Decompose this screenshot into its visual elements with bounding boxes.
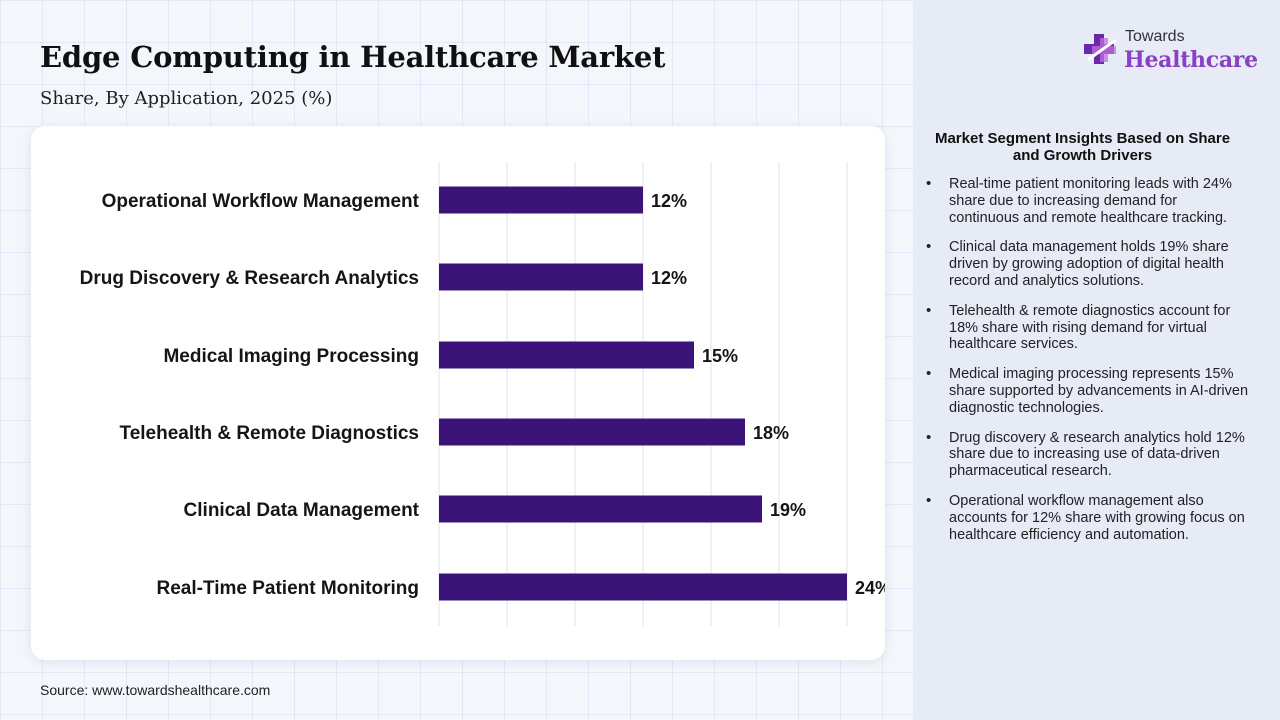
bar xyxy=(439,263,643,291)
value-label: 12% xyxy=(651,191,687,211)
insights-panel xyxy=(913,0,1280,720)
insight-item: Operational workflow management also acc… xyxy=(925,493,1250,543)
value-label: 12% xyxy=(651,268,687,288)
source-note: Source: www.towardshealthcare.com xyxy=(40,682,271,698)
medical-cross-icon xyxy=(1084,34,1117,64)
category-label: Operational Workflow Management xyxy=(102,191,420,212)
value-label: 24% xyxy=(855,578,885,598)
category-label: Real-Time Patient Monitoring xyxy=(156,578,419,599)
insight-item: Clinical data management holds 19% share… xyxy=(925,239,1250,289)
logo-text-main: Healthcare xyxy=(1124,47,1258,73)
bar xyxy=(439,495,762,523)
chart-card: Operational Workflow Management 12% Drug D… xyxy=(31,126,885,660)
bar xyxy=(439,186,643,214)
page-title: Edge Computing in Healthcare Market xyxy=(40,40,666,74)
bar xyxy=(439,573,847,601)
insight-item: Real-time patient monitoring leads with … xyxy=(925,176,1250,226)
insight-item: Telehealth & remote diagnostics account … xyxy=(925,303,1250,353)
category-label: Telehealth & Remote Diagnostics xyxy=(120,423,420,444)
bar xyxy=(439,341,694,369)
logo-text-top: Towards xyxy=(1125,28,1185,45)
insights-title: Market Segment Insights Based on Share a… xyxy=(934,130,1231,164)
bar xyxy=(439,418,745,446)
value-label: 19% xyxy=(770,500,806,520)
value-label: 15% xyxy=(702,346,738,366)
category-label: Medical Imaging Processing xyxy=(163,346,419,367)
page-subtitle: Share, By Application, 2025 (%) xyxy=(40,88,333,109)
category-label: Clinical Data Management xyxy=(184,500,420,521)
value-label: 18% xyxy=(753,423,789,443)
insight-item: Medical imaging processing represents 15… xyxy=(925,366,1250,416)
category-label: Drug Discovery & Research Analytics xyxy=(80,268,419,289)
insight-item: Drug discovery & research analytics hold… xyxy=(925,430,1250,480)
brand-logo: Towards Healthcare xyxy=(1080,28,1260,78)
bar-chart: Operational Workflow Management 12% Drug D… xyxy=(80,162,885,626)
insights-list: Real-time patient monitoring leads with … xyxy=(925,176,1250,556)
